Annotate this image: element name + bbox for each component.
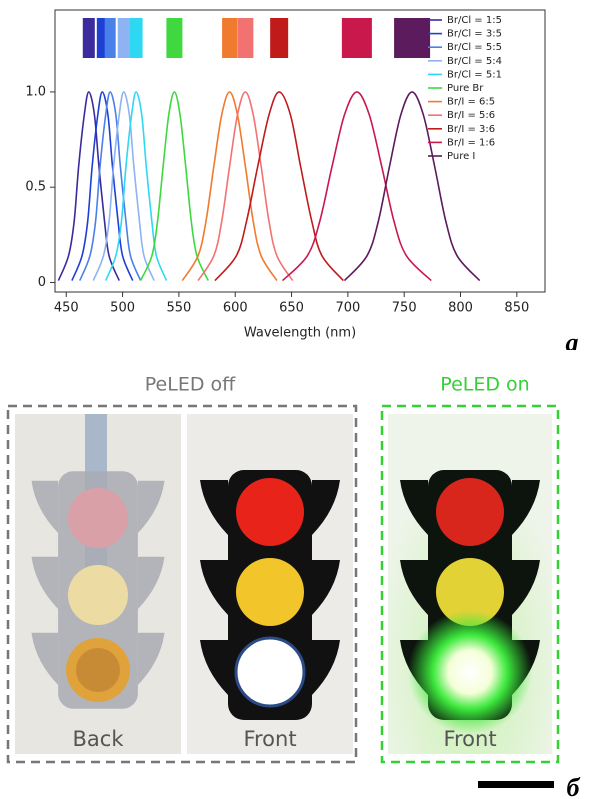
color-swatch (83, 18, 95, 58)
y-tick-label: 0.5 (25, 180, 46, 195)
legend-label: Br/Cl = 5:4 (447, 56, 502, 67)
on-photo: Front (388, 414, 552, 754)
color-swatch (130, 18, 143, 58)
x-tick-label: 500 (110, 301, 135, 316)
spectrum-line (141, 92, 209, 281)
front-caption: Front (243, 727, 296, 751)
scale-bar (478, 781, 554, 788)
spectrum-line (58, 92, 119, 281)
y-tick-label: 1.0 (25, 84, 46, 99)
color-swatch (166, 18, 182, 58)
panel-label: а (566, 328, 579, 350)
on-title: PeLED on (440, 374, 529, 396)
color-swatch (105, 18, 116, 58)
x-tick-label: 450 (54, 301, 79, 316)
legend-label: Br/I = 3:6 (447, 124, 495, 135)
x-axis-label: Wavelength (nm) (244, 326, 356, 341)
back-photo: Back (15, 414, 181, 754)
front-photo: Front (187, 414, 353, 754)
x-tick-label: 650 (279, 301, 304, 316)
legend-label: Br/I = 6:5 (447, 97, 495, 108)
x-tick-label: 700 (335, 301, 360, 316)
spectrum-line (215, 92, 343, 281)
x-tick-label: 850 (504, 301, 529, 316)
photo-panel: PeLED off PeLED on Back Front Front б (0, 350, 589, 799)
back-caption: Back (73, 727, 125, 751)
legend-label: Br/Cl = 5:1 (447, 69, 502, 80)
panel-label: б (567, 773, 581, 799)
color-swatch (222, 18, 237, 58)
legend-label: Br/I = 1:6 (447, 137, 495, 148)
legend-label: Br/Cl = 1:5 (447, 15, 502, 26)
y-tick-label: 0 (38, 275, 46, 290)
spectrum-line (198, 92, 293, 281)
legend-label: Br/Cl = 3:5 (447, 29, 502, 40)
color-swatch (118, 18, 130, 58)
page: {"chart_data": {"type": "line", "x_label… (0, 0, 589, 799)
spectra-chart: Wavelength (nm) а 450 500 550 600 650 700 750 8… (0, 0, 589, 350)
color-swatch (342, 18, 372, 58)
on-caption: Front (443, 727, 496, 751)
legend-label: Br/Cl = 5:5 (447, 42, 502, 53)
color-swatch (237, 18, 253, 58)
off-title: PeLED off (145, 374, 236, 396)
color-swatch (270, 18, 288, 58)
x-tick-label: 800 (448, 301, 473, 316)
legend-label: Pure I (447, 151, 475, 162)
x-tick-label: 600 (223, 301, 248, 316)
x-tick-label: 750 (392, 301, 417, 316)
color-swatch (394, 18, 430, 58)
legend-label: Br/I = 5:6 (447, 110, 495, 121)
x-tick-label: 550 (166, 301, 191, 316)
legend-label: Pure Br (447, 83, 484, 94)
